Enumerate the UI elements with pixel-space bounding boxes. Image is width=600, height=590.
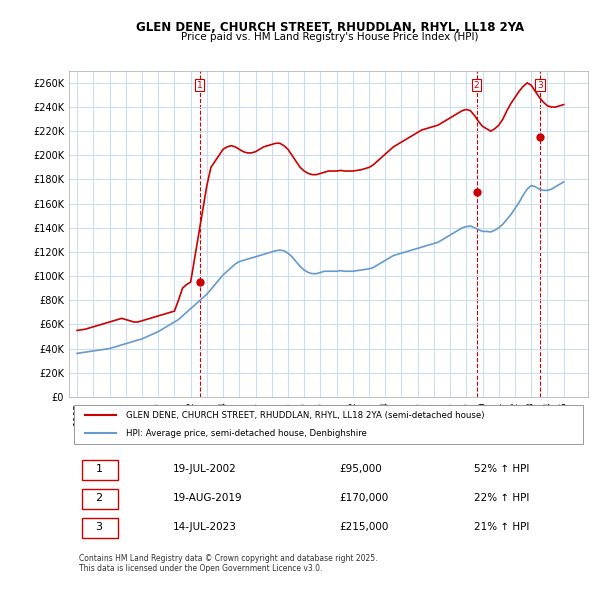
Text: £95,000: £95,000: [339, 464, 382, 474]
Text: 1: 1: [197, 81, 202, 90]
Text: 19-JUL-2002: 19-JUL-2002: [173, 464, 236, 474]
Point: [112, 430, 119, 437]
FancyBboxPatch shape: [82, 489, 118, 509]
Text: 52% ↑ HPI: 52% ↑ HPI: [474, 464, 529, 474]
Text: 19-AUG-2019: 19-AUG-2019: [173, 493, 242, 503]
Text: GLEN DENE, CHURCH STREET, RHUDDLAN, RHYL, LL18 2YA (semi-detached house): GLEN DENE, CHURCH STREET, RHUDDLAN, RHYL…: [126, 411, 485, 419]
Text: £170,000: £170,000: [339, 493, 388, 503]
FancyBboxPatch shape: [82, 518, 118, 537]
Text: Price paid vs. HM Land Registry's House Price Index (HPI): Price paid vs. HM Land Registry's House …: [181, 32, 479, 42]
Text: 14-JUL-2023: 14-JUL-2023: [173, 522, 236, 532]
Text: 3: 3: [537, 81, 543, 90]
Text: 2: 2: [95, 493, 103, 503]
FancyBboxPatch shape: [74, 405, 583, 444]
Text: 2: 2: [474, 81, 479, 90]
Text: 22% ↑ HPI: 22% ↑ HPI: [474, 493, 529, 503]
Text: 3: 3: [95, 522, 103, 532]
Point: [112, 412, 119, 419]
Text: Contains HM Land Registry data © Crown copyright and database right 2025.
This d: Contains HM Land Registry data © Crown c…: [79, 553, 378, 573]
Text: £215,000: £215,000: [339, 522, 388, 532]
Text: GLEN DENE, CHURCH STREET, RHUDDLAN, RHYL, LL18 2YA: GLEN DENE, CHURCH STREET, RHUDDLAN, RHYL…: [136, 21, 524, 34]
Text: 21% ↑ HPI: 21% ↑ HPI: [474, 522, 529, 532]
FancyBboxPatch shape: [82, 460, 118, 480]
Text: HPI: Average price, semi-detached house, Denbighshire: HPI: Average price, semi-detached house,…: [126, 429, 367, 438]
Point: [81, 430, 88, 437]
Text: 1: 1: [95, 464, 103, 474]
Point: [81, 412, 88, 419]
